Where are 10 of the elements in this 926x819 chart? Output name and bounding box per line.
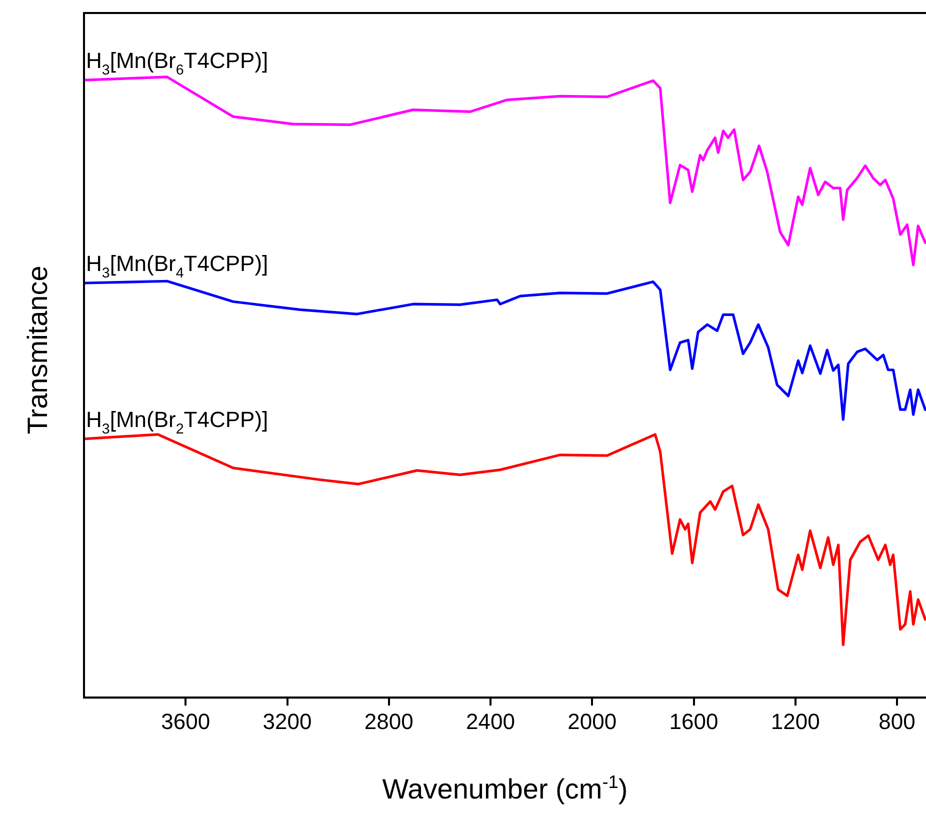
x-tick-label: 2400 (466, 708, 515, 734)
x-tick-label: 2800 (364, 708, 414, 734)
x-tick-label: 3600 (161, 708, 210, 734)
x-tick-label: 800 (878, 708, 916, 734)
x-tick-label: 1200 (770, 708, 820, 734)
x-tick-label: 2000 (568, 708, 617, 734)
x-tick-label: 1600 (669, 708, 718, 734)
y-axis-title: Transmitance (22, 266, 54, 434)
x-tick-label: 3200 (262, 708, 312, 734)
x-axis-title: Wavenumber (cm$^{-1}$) (381, 772, 629, 806)
